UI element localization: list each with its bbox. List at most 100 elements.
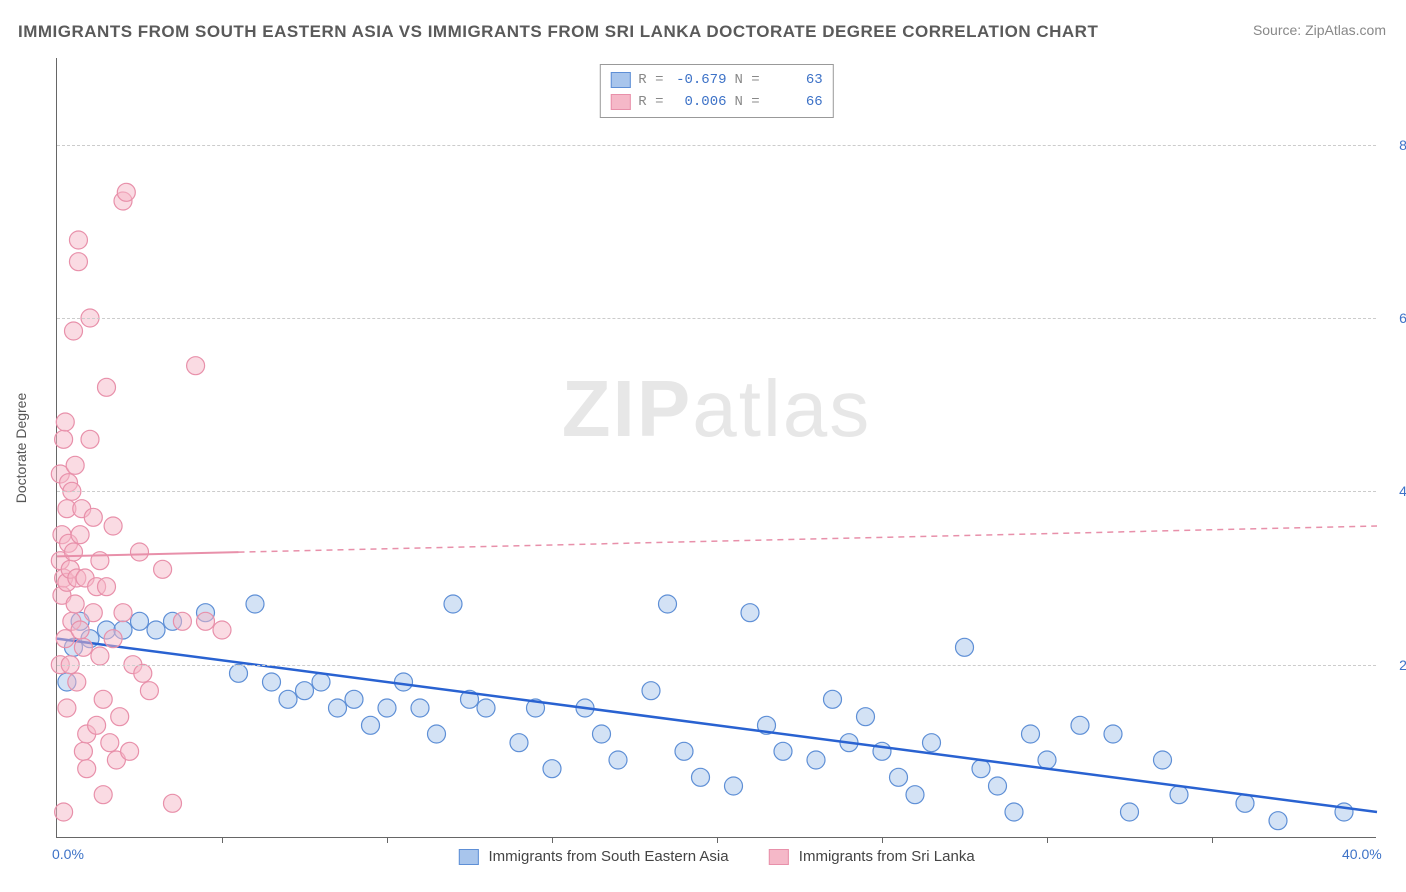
data-point xyxy=(173,612,191,630)
bottom-legend-swatch-1 xyxy=(769,849,789,865)
data-point xyxy=(140,682,158,700)
data-point xyxy=(131,543,149,561)
data-point xyxy=(345,690,363,708)
n-label: N = xyxy=(735,69,760,91)
data-point xyxy=(230,664,248,682)
data-point xyxy=(642,682,660,700)
top-legend-swatch-0 xyxy=(610,72,630,88)
x-tick-mark xyxy=(1047,837,1048,843)
data-point xyxy=(1104,725,1122,743)
data-point xyxy=(69,231,87,249)
plot-area: ZIPatlas R = -0.679 N = 63 R = 0.006 N =… xyxy=(56,58,1376,838)
source-attribution: Source: ZipAtlas.com xyxy=(1253,22,1386,38)
data-point xyxy=(593,725,611,743)
data-point xyxy=(246,595,264,613)
data-point xyxy=(154,560,172,578)
y-axis-label: Doctorate Degree xyxy=(13,393,29,504)
data-point xyxy=(1154,751,1172,769)
data-point xyxy=(741,604,759,622)
data-point xyxy=(1170,786,1188,804)
data-point xyxy=(857,708,875,726)
data-point xyxy=(69,253,87,271)
data-point xyxy=(659,595,677,613)
data-point xyxy=(956,638,974,656)
y-tick-label: 8.0% xyxy=(1399,137,1406,153)
data-point xyxy=(98,378,116,396)
grid-line xyxy=(57,145,1376,146)
data-point xyxy=(362,716,380,734)
data-point xyxy=(1022,725,1040,743)
data-point xyxy=(78,760,96,778)
data-point xyxy=(510,734,528,752)
data-point xyxy=(55,803,73,821)
bottom-legend-item-1: Immigrants from Sri Lanka xyxy=(769,848,975,865)
chart-svg xyxy=(57,58,1376,837)
data-point xyxy=(329,699,347,717)
data-point xyxy=(94,786,112,804)
data-point xyxy=(428,725,446,743)
y-tick-label: 4.0% xyxy=(1399,483,1406,499)
y-tick-label: 6.0% xyxy=(1399,310,1406,326)
data-point xyxy=(84,508,102,526)
data-point xyxy=(66,595,84,613)
top-legend-row-1: R = 0.006 N = 66 xyxy=(610,91,822,113)
data-point xyxy=(774,742,792,760)
data-point xyxy=(213,621,231,639)
page-title: IMMIGRANTS FROM SOUTH EASTERN ASIA VS IM… xyxy=(18,22,1098,42)
bottom-legend-label-1: Immigrants from Sri Lanka xyxy=(799,848,975,865)
data-point xyxy=(65,322,83,340)
data-point xyxy=(1236,794,1254,812)
data-point xyxy=(890,768,908,786)
grid-line xyxy=(57,491,1376,492)
data-point xyxy=(71,526,89,544)
grid-line xyxy=(57,318,1376,319)
data-point xyxy=(1121,803,1139,821)
data-point xyxy=(1269,812,1287,830)
data-point xyxy=(94,690,112,708)
data-point xyxy=(84,604,102,622)
data-point xyxy=(477,699,495,717)
bottom-legend: Immigrants from South Eastern Asia Immig… xyxy=(458,848,974,865)
data-point xyxy=(725,777,743,795)
data-point xyxy=(81,430,99,448)
data-point xyxy=(923,734,941,752)
n-label: N = xyxy=(735,91,760,113)
data-point xyxy=(989,777,1007,795)
data-point xyxy=(71,621,89,639)
grid-line xyxy=(57,665,1376,666)
bottom-legend-label-0: Immigrants from South Eastern Asia xyxy=(489,848,729,865)
x-tick-label: 0.0% xyxy=(52,846,84,862)
data-point xyxy=(101,734,119,752)
data-point xyxy=(972,760,990,778)
data-point xyxy=(824,690,842,708)
data-point xyxy=(279,690,297,708)
data-point xyxy=(543,760,561,778)
data-point xyxy=(187,357,205,375)
data-point xyxy=(134,664,152,682)
x-tick-label: 40.0% xyxy=(1342,846,1382,862)
n-value-1: 66 xyxy=(768,91,823,113)
x-tick-mark xyxy=(387,837,388,843)
bottom-legend-swatch-0 xyxy=(458,849,478,865)
data-point xyxy=(692,768,710,786)
x-tick-mark xyxy=(552,837,553,843)
top-legend-row-0: R = -0.679 N = 63 xyxy=(610,69,822,91)
y-tick-label: 2.0% xyxy=(1399,657,1406,673)
data-point xyxy=(395,673,413,691)
data-point xyxy=(114,604,132,622)
data-point xyxy=(58,699,76,717)
data-point xyxy=(74,742,92,760)
data-point xyxy=(74,638,92,656)
data-point xyxy=(104,517,122,535)
data-point xyxy=(296,682,314,700)
data-point xyxy=(411,699,429,717)
data-point xyxy=(609,751,627,769)
data-point xyxy=(104,630,122,648)
data-point xyxy=(906,786,924,804)
data-point xyxy=(197,612,215,630)
r-label: R = xyxy=(638,91,663,113)
r-value-1: 0.006 xyxy=(672,91,727,113)
top-legend-swatch-1 xyxy=(610,94,630,110)
data-point xyxy=(117,183,135,201)
data-point xyxy=(164,794,182,812)
